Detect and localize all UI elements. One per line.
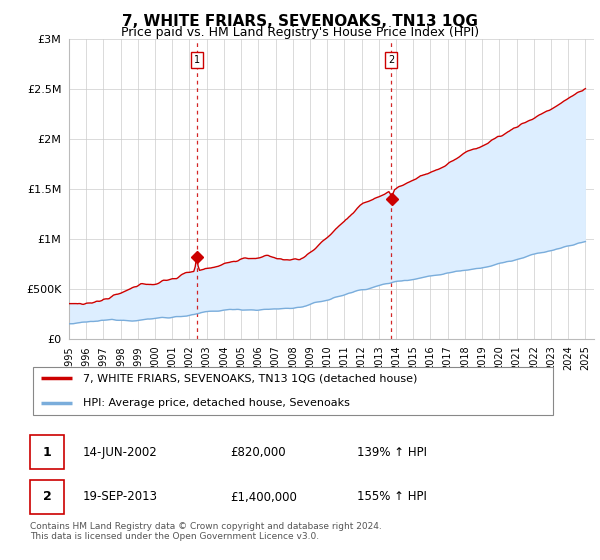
Text: 1: 1 xyxy=(43,446,52,459)
Text: £1,400,000: £1,400,000 xyxy=(230,491,298,503)
Text: HPI: Average price, detached house, Sevenoaks: HPI: Average price, detached house, Seve… xyxy=(83,398,350,408)
Text: 139% ↑ HPI: 139% ↑ HPI xyxy=(358,446,427,459)
Text: 7, WHITE FRIARS, SEVENOAKS, TN13 1QG (detached house): 7, WHITE FRIARS, SEVENOAKS, TN13 1QG (de… xyxy=(83,374,417,384)
FancyBboxPatch shape xyxy=(30,436,64,469)
Text: 19-SEP-2013: 19-SEP-2013 xyxy=(83,491,158,503)
FancyBboxPatch shape xyxy=(30,480,64,514)
Text: 7, WHITE FRIARS, SEVENOAKS, TN13 1QG: 7, WHITE FRIARS, SEVENOAKS, TN13 1QG xyxy=(122,14,478,29)
Text: 2: 2 xyxy=(388,55,394,65)
Text: Contains HM Land Registry data © Crown copyright and database right 2024.
This d: Contains HM Land Registry data © Crown c… xyxy=(30,522,382,542)
FancyBboxPatch shape xyxy=(32,367,553,414)
Text: £820,000: £820,000 xyxy=(230,446,286,459)
Text: 14-JUN-2002: 14-JUN-2002 xyxy=(83,446,158,459)
Text: 155% ↑ HPI: 155% ↑ HPI xyxy=(358,491,427,503)
Text: Price paid vs. HM Land Registry's House Price Index (HPI): Price paid vs. HM Land Registry's House … xyxy=(121,26,479,39)
Text: 1: 1 xyxy=(194,55,200,65)
Text: 2: 2 xyxy=(43,491,52,503)
